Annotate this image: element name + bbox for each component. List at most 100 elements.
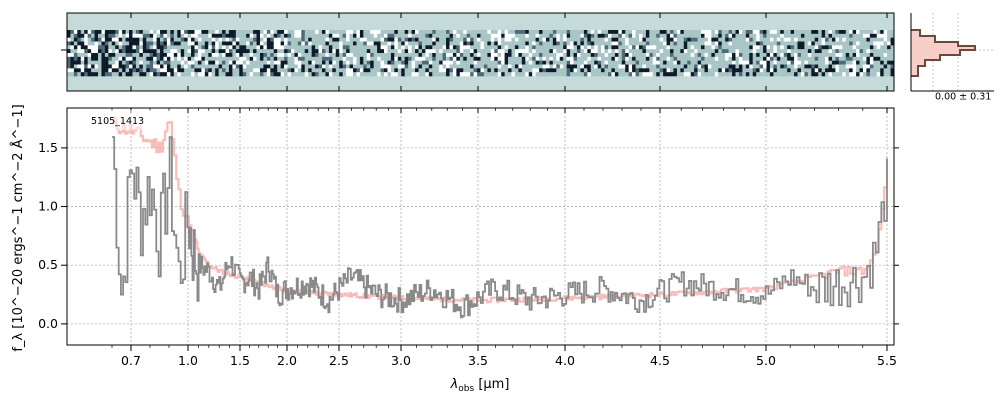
- trace-pixel: [215, 41, 219, 46]
- trace-pixel: [366, 49, 371, 54]
- trace-pixel: [614, 64, 619, 69]
- trace-pixel: [738, 45, 743, 50]
- trace-pixel: [718, 72, 723, 77]
- trace-pixel: [80, 45, 85, 50]
- trace-pixel: [132, 68, 137, 73]
- trace-pixel: [91, 49, 95, 54]
- trace-pixel: [680, 49, 685, 54]
- trace-pixel: [353, 45, 357, 50]
- trace-pixel: [325, 68, 330, 73]
- trace-pixel: [497, 49, 502, 54]
- trace-pixel: [525, 33, 530, 38]
- trace-pixel: [873, 41, 878, 46]
- trace-pixel: [390, 33, 395, 38]
- trace-pixel: [397, 37, 402, 42]
- trace-pixel: [290, 37, 295, 42]
- trace-pixel: [166, 33, 171, 38]
- trace-pixel: [394, 33, 399, 38]
- trace-pixel: [256, 33, 261, 38]
- trace-pixel: [494, 56, 499, 61]
- trace-pixel: [432, 41, 437, 46]
- trace-pixel: [432, 56, 437, 61]
- trace-pixel: [139, 64, 144, 69]
- trace-pixel: [91, 60, 95, 65]
- trace-pixel: [542, 53, 547, 58]
- trace-ticks: [61, 13, 888, 91]
- trace-pixel: [339, 30, 343, 35]
- trace-pixel: [518, 49, 523, 54]
- trace-pixel: [742, 68, 747, 73]
- trace-pixel: [439, 64, 443, 69]
- trace-pixel: [711, 37, 716, 42]
- trace-pixel: [277, 64, 281, 69]
- trace-pixel: [132, 72, 137, 77]
- trace-pixel: [211, 37, 216, 42]
- trace-pixel: [873, 33, 878, 38]
- trace-pixel: [694, 56, 698, 61]
- trace-pixel: [249, 53, 254, 58]
- trace-pixel: [656, 49, 660, 54]
- trace-pixel: [363, 41, 368, 46]
- trace-pixel: [566, 56, 571, 61]
- trace-pixel: [477, 60, 481, 65]
- trace-pixel: [673, 60, 678, 65]
- trace-pixel: [290, 56, 295, 61]
- trace-pixel: [625, 60, 629, 65]
- trace-pixel: [77, 33, 82, 38]
- trace-pixel: [704, 53, 709, 58]
- trace-pixel: [111, 68, 116, 73]
- trace-pixel: [704, 49, 709, 54]
- trace-pixel: [149, 72, 154, 77]
- trace-pixel: [742, 64, 747, 69]
- trace-pixel: [862, 68, 867, 73]
- trace-pixel: [353, 33, 357, 38]
- trace-pixel: [428, 53, 433, 58]
- trace-pixel: [745, 33, 750, 38]
- trace-pixel: [373, 68, 378, 73]
- trace-pixel: [249, 68, 254, 73]
- trace-pixel: [697, 68, 702, 73]
- trace-pixel: [208, 37, 213, 42]
- trace-pixel: [587, 41, 592, 46]
- trace-pixel: [825, 53, 829, 58]
- trace-pixel: [335, 30, 340, 35]
- trace-pixel: [246, 37, 250, 42]
- trace-pixel: [552, 37, 557, 42]
- trace-pixel: [297, 64, 302, 69]
- trace-pixel: [814, 60, 819, 65]
- trace-pixel: [494, 45, 499, 50]
- trace-pixel: [249, 45, 254, 50]
- trace-pixel: [94, 68, 99, 73]
- trace-pixel: [201, 49, 206, 54]
- trace-pixel: [528, 33, 533, 38]
- trace-pixel: [632, 64, 636, 69]
- trace-pixel: [122, 49, 126, 54]
- trace-pixel: [432, 49, 437, 54]
- trace-pixel: [318, 56, 323, 61]
- trace-pixel: [856, 33, 860, 38]
- trace-pixel: [328, 30, 333, 35]
- trace-pixel: [549, 41, 554, 46]
- trace-pixel: [608, 49, 612, 54]
- trace-pixel: [435, 64, 440, 69]
- trace-pixel: [170, 41, 175, 46]
- trace-pixel: [625, 33, 629, 38]
- trace-pixel: [614, 60, 619, 65]
- trace-pixel: [266, 37, 271, 42]
- trace-pixel: [246, 30, 250, 35]
- trace-pixel: [184, 68, 188, 73]
- trace-pixel: [353, 49, 357, 54]
- trace-pixel: [745, 41, 750, 46]
- trace-pixel: [580, 72, 585, 77]
- trace-pixel: [521, 41, 526, 46]
- trace-pixel: [835, 64, 840, 69]
- y-tick-label: 0.0: [38, 316, 58, 331]
- trace-pixel: [759, 49, 764, 54]
- trace-pixel: [463, 33, 468, 38]
- trace-pixel: [380, 56, 385, 61]
- trace-pixel: [184, 37, 188, 42]
- trace-pixel: [594, 53, 598, 58]
- trace-pixel: [170, 37, 175, 42]
- trace-pixel: [435, 68, 440, 73]
- trace-pixel: [749, 56, 754, 61]
